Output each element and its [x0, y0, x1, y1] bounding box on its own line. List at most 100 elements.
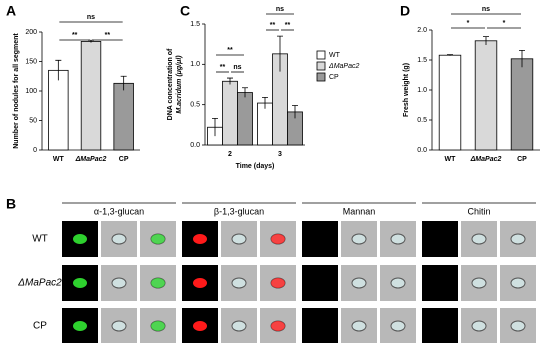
bar	[80, 41, 102, 151]
spore-outline	[390, 277, 406, 289]
error-bar	[519, 50, 525, 68]
spore-outline	[111, 320, 127, 332]
y-tick-label: 150	[25, 58, 37, 65]
bar	[48, 69, 69, 151]
spore-fluorescence	[73, 321, 87, 331]
stain-header: β-1,3-glucan	[214, 206, 264, 216]
error-bar	[242, 87, 248, 98]
y-axis-title: Fresh weight (g)	[403, 63, 410, 117]
bar	[222, 80, 238, 146]
strain-label: ΔMaPac2	[17, 278, 62, 289]
spore-fluorescence	[193, 278, 207, 288]
strain-label: WT	[32, 234, 48, 245]
spore-outline	[390, 233, 406, 245]
y-axis-title: M.acridum (μg/μl)	[176, 55, 183, 114]
panel-label: B	[6, 196, 16, 212]
bar	[510, 58, 534, 151]
spore-outline	[351, 320, 367, 332]
error-bar	[120, 75, 127, 91]
x-tick-label: WT	[445, 156, 457, 163]
y-tick-label: 0.0	[190, 142, 200, 149]
spore-outline	[231, 277, 247, 289]
spore-fluorescence	[151, 278, 165, 288]
legend-label: WT	[329, 52, 341, 59]
spore-fluorescence	[73, 278, 87, 288]
bar	[474, 40, 498, 151]
panel-label: A	[6, 3, 16, 19]
x-tick-label: 3	[278, 151, 282, 158]
x-tick-label: CP	[517, 156, 527, 163]
legend-label: ΔMaPac2	[328, 63, 359, 70]
significance-label: **	[270, 22, 276, 29]
spore-fluorescence	[151, 321, 165, 331]
spore-outline	[390, 320, 406, 332]
bar	[113, 82, 134, 151]
micrograph	[422, 308, 458, 343]
spore-outline	[510, 320, 526, 332]
error-bar	[447, 54, 453, 56]
spore-fluorescence	[193, 321, 207, 331]
significance-label: ns	[482, 6, 490, 13]
error-bar	[277, 35, 283, 72]
stain-header: α-1,3-glucan	[94, 206, 144, 216]
y-tick-label: 50	[29, 117, 37, 124]
spore-outline	[351, 233, 367, 245]
y-tick-label: 1.5	[417, 57, 427, 64]
y-tick-label: 0.0	[417, 147, 427, 154]
error-bar	[262, 97, 268, 109]
legend-swatch	[316, 50, 326, 60]
strain-label: CP	[33, 321, 47, 332]
spore-outline	[351, 277, 367, 289]
legend-swatch	[316, 72, 326, 82]
y-tick-label: 0.5	[417, 117, 427, 124]
error-bar	[483, 36, 489, 45]
x-tick-label: CP	[119, 156, 129, 163]
x-tick-label: ΔMaPac2	[470, 156, 502, 163]
y-tick-label: 2.0	[417, 27, 427, 34]
spore-fluorescence	[271, 321, 285, 331]
y-tick-label: 200	[25, 29, 37, 36]
spore-outline	[111, 233, 127, 245]
spore-fluorescence	[73, 234, 87, 244]
legend-label: CP	[329, 74, 339, 81]
spore-fluorescence	[271, 234, 285, 244]
significance-label: *	[503, 20, 506, 27]
micrograph	[422, 221, 458, 257]
micrograph	[302, 265, 338, 301]
significance-label: *	[467, 20, 470, 27]
legend-swatch	[316, 61, 326, 71]
significance-label: **	[285, 22, 291, 29]
bar	[237, 92, 253, 146]
y-axis-title: DNA concentration of	[167, 48, 174, 120]
spore-fluorescence	[271, 278, 285, 288]
panel-label: C	[180, 3, 190, 19]
spore-outline	[471, 277, 487, 289]
micrograph	[302, 308, 338, 343]
x-tick-label: WT	[53, 156, 65, 163]
error-bar	[292, 105, 298, 119]
stain-header: Chitin	[467, 206, 490, 216]
y-axis-title: Number of nodules for all segment	[13, 33, 20, 149]
spore-outline	[510, 277, 526, 289]
significance-label: **	[72, 32, 78, 39]
x-axis-title: Time (days)	[236, 163, 275, 170]
x-tick-label: 2	[228, 151, 232, 158]
significance-label: **	[105, 32, 111, 39]
y-tick-label: 1.5	[190, 21, 200, 28]
bar	[257, 102, 273, 146]
y-tick-label: 100	[25, 88, 37, 95]
y-tick-label: 0	[33, 147, 37, 154]
spore-outline	[111, 277, 127, 289]
significance-label: **	[227, 47, 233, 54]
spore-outline	[510, 233, 526, 245]
significance-label: ns	[233, 64, 241, 71]
x-tick-label: ΔMaPac2	[75, 156, 107, 163]
y-tick-label: 1.0	[190, 61, 200, 68]
spore-fluorescence	[151, 234, 165, 244]
y-tick-label: 0.5	[190, 102, 200, 109]
significance-label: **	[220, 64, 226, 71]
panel-label: D	[400, 3, 410, 19]
y-tick-label: 1.0	[417, 87, 427, 94]
spore-outline	[231, 233, 247, 245]
micrograph	[302, 221, 338, 257]
